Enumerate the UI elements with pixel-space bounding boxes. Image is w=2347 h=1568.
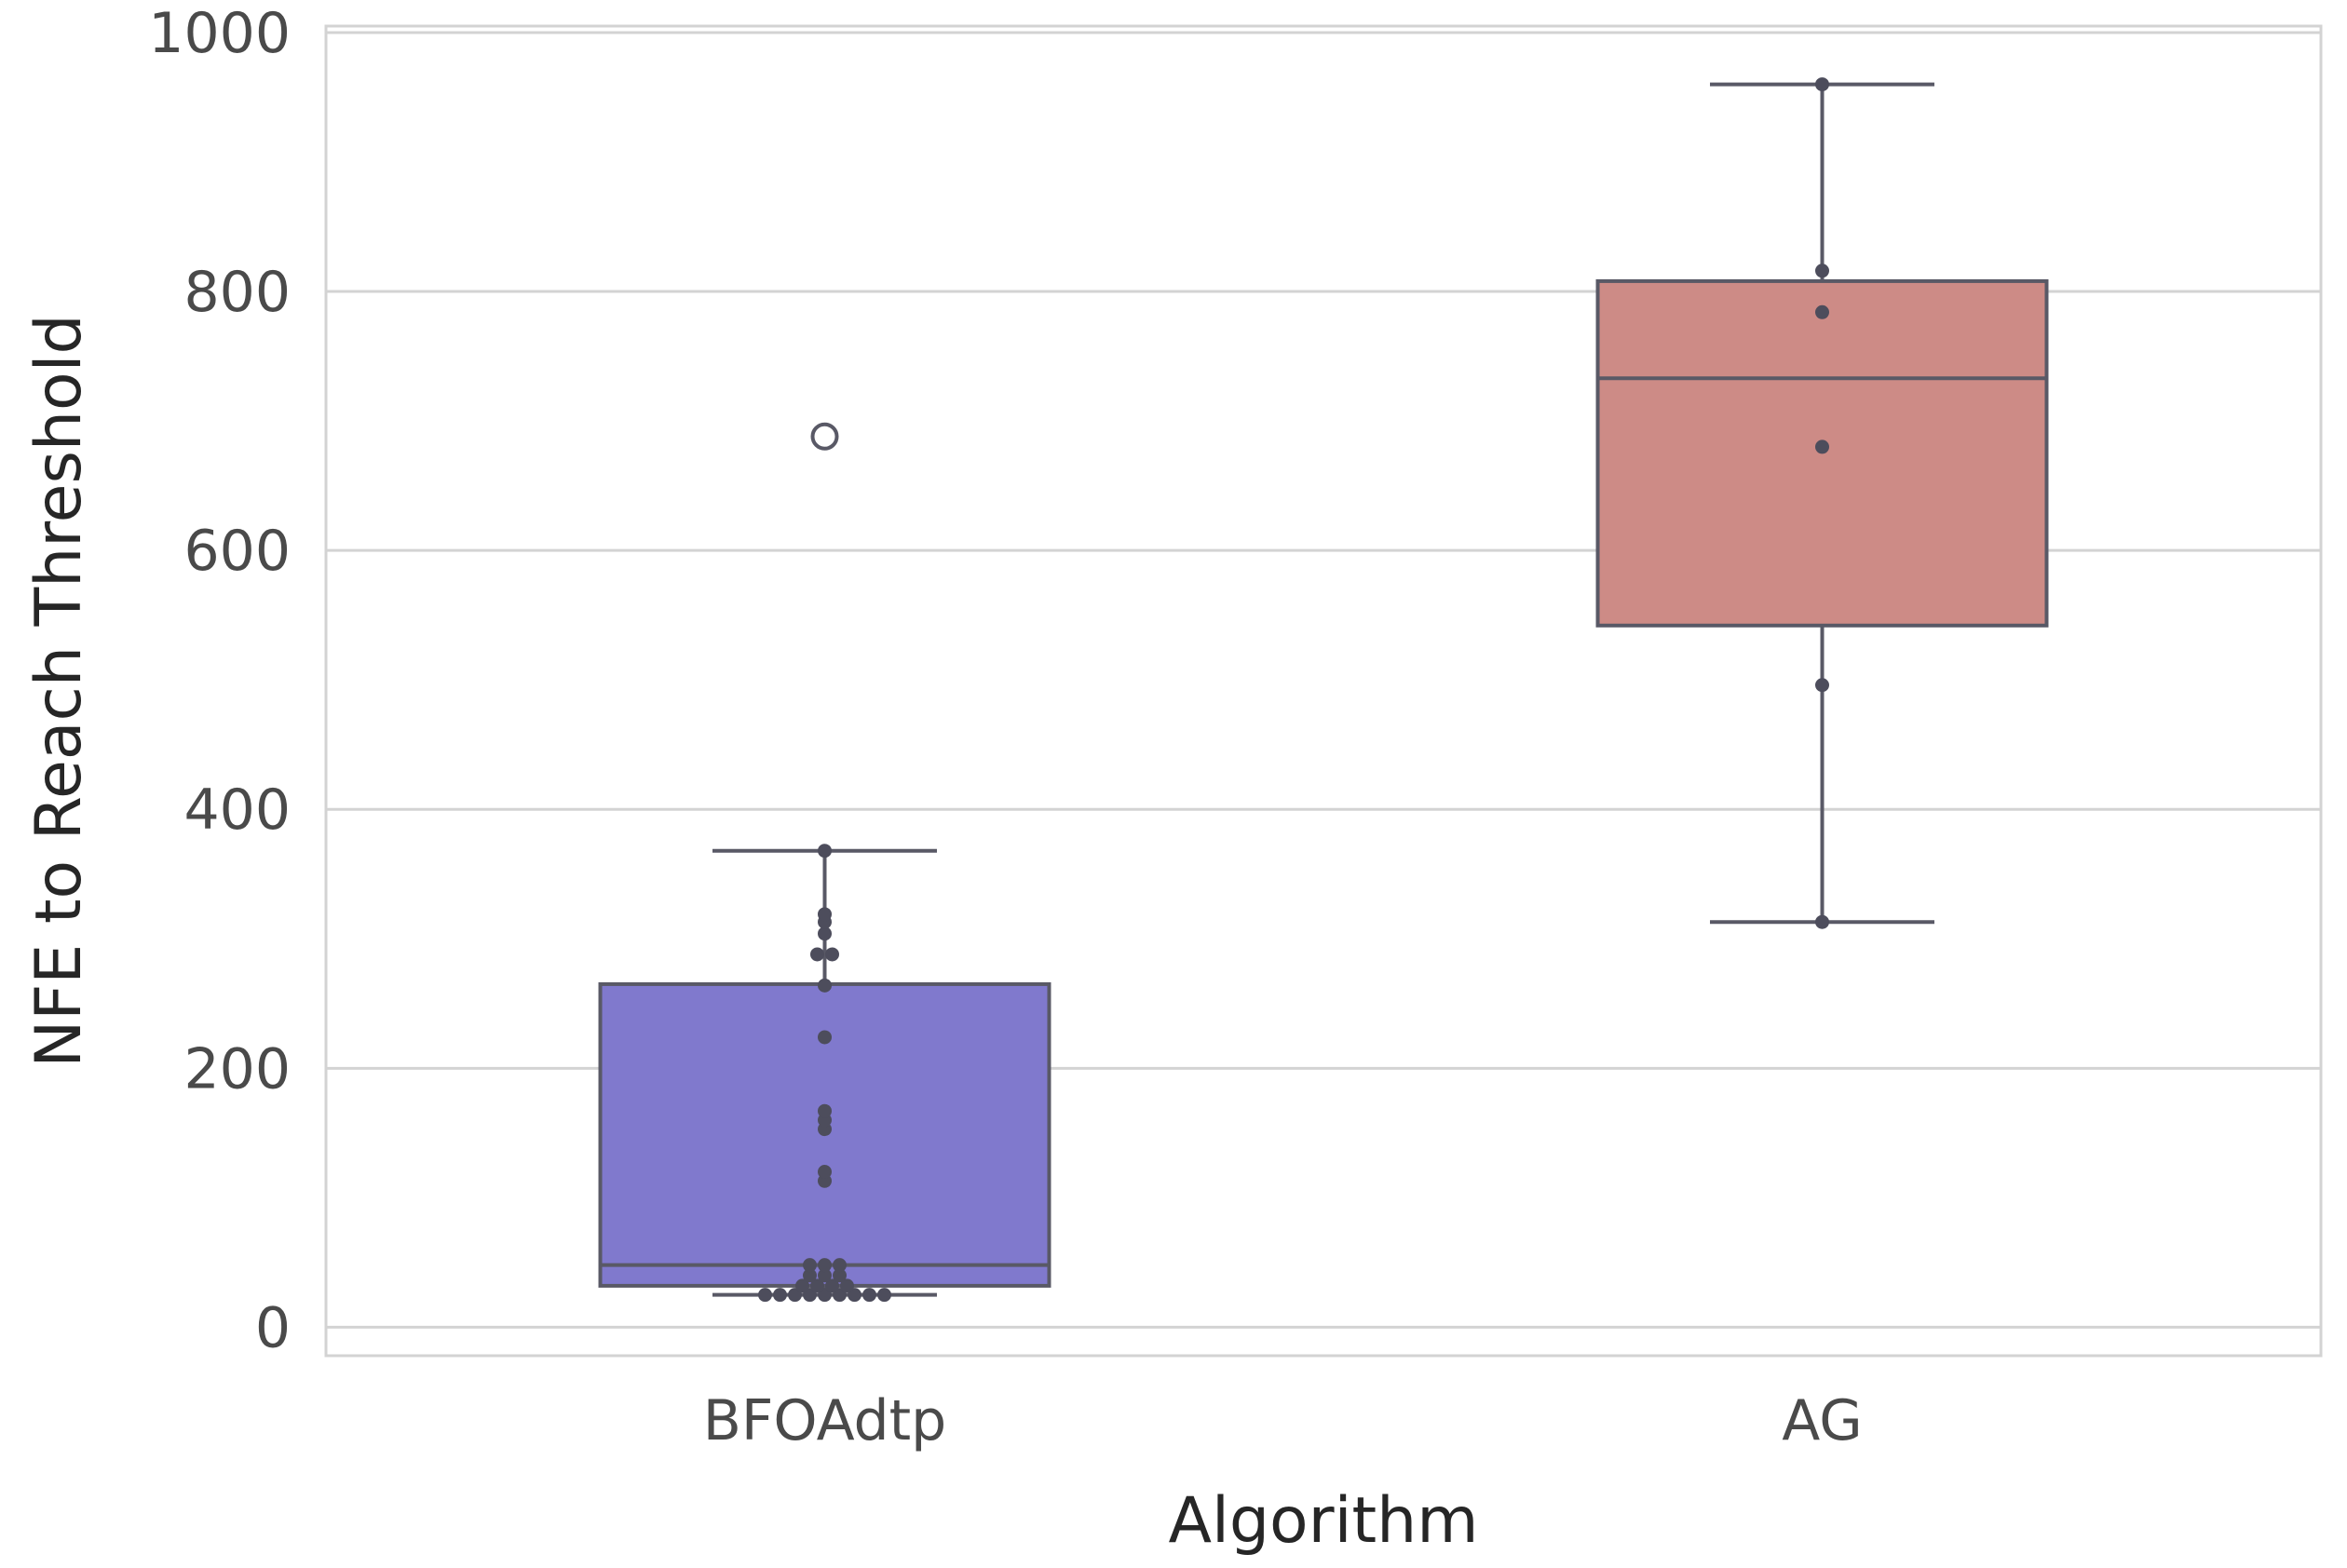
data-point [825,1278,839,1293]
data-point [803,1268,817,1283]
data-point [818,907,832,922]
data-point [818,1103,832,1118]
x-axis-label: Algorithm [1168,1484,1478,1558]
data-point [818,978,832,993]
data-point [877,1288,891,1303]
y-tick-label: 1000 [148,1,291,66]
y-tick-label: 800 [183,260,291,325]
boxes [598,82,2049,1297]
data-point [833,1268,847,1283]
data-point [810,1278,824,1293]
data-point [833,1258,847,1273]
data-point [1815,264,1829,278]
x-tick-label: AG [1782,1388,1862,1453]
data-point [818,1030,832,1045]
data-point [1815,439,1829,454]
data-point [840,1278,854,1293]
x-tick-label: BFOAdtp [703,1388,947,1453]
y-tick-label: 200 [183,1036,291,1102]
y-tick-label: 400 [183,777,291,843]
data-point [773,1288,787,1303]
y-tick-label: 600 [183,519,291,584]
data-point [825,947,839,962]
data-point [862,1288,876,1303]
data-point [818,1165,832,1180]
y-tick-label: 0 [255,1295,291,1360]
data-point [1815,678,1829,693]
y-tick-labels: 0 200 400 600 800 1000 [148,1,291,1360]
data-point [818,926,832,941]
data-point [1815,304,1829,319]
data-point [1815,914,1829,929]
data-point [818,844,832,858]
data-point [810,947,824,962]
y-axis-label: NFE to Reach Threshold [22,314,96,1067]
data-point [818,1268,832,1283]
outlier-marker [810,422,839,451]
swarm-points [758,77,1829,1303]
data-point [818,1258,832,1273]
data-point [795,1278,809,1293]
data-point [803,1258,817,1273]
data-point [1815,77,1829,92]
data-point [758,1288,772,1303]
x-tick-labels: BFOAdtp AG [703,1388,1863,1453]
